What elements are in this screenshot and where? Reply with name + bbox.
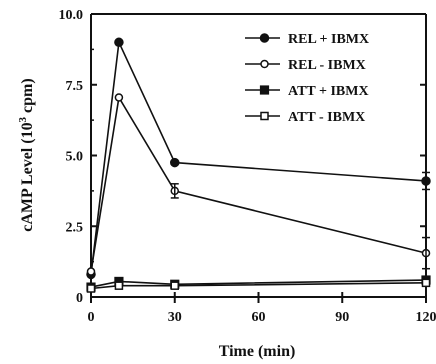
legend-label: REL - IBMX [288, 58, 366, 73]
series-3 [86, 278, 431, 293]
y-tick-label: 5.0 [66, 150, 84, 165]
data-point [114, 281, 124, 290]
legend-item: REL + IBMX [245, 32, 369, 47]
y-tick-label: 2.5 [66, 220, 84, 235]
legend-label: ATT - IBMX [288, 110, 365, 125]
x-tick-label: 90 [335, 310, 349, 325]
tick-labels: 0 2.5 5.0 7.5 10.0 0 30 60 90 120 [59, 8, 436, 325]
y-axis-label-superscript: 3 [17, 116, 29, 122]
series-line [90, 95, 427, 272]
tick-marks [90, 13, 427, 303]
legend-item: REL - IBMX [245, 58, 366, 73]
legend-label: ATT + IBMX [288, 84, 369, 99]
x-axis-label: Time (min) [219, 343, 296, 360]
legend-label: REL + IBMX [288, 32, 369, 47]
series-layer [86, 37, 431, 293]
axes [90, 13, 427, 298]
y-axis-label-suffix: cpm) [19, 78, 36, 117]
data-point [86, 267, 96, 276]
data-point [421, 278, 431, 288]
data-point [170, 281, 179, 290]
y-axis-label-main: cAMP Level (10 [19, 122, 36, 231]
data-point [86, 284, 96, 293]
legend-marker [260, 111, 269, 121]
x-tick-label: 0 [88, 310, 95, 325]
x-tick-label: 30 [168, 310, 182, 325]
legend: REL + IBMX REL - IBMX ATT + IBMX ATT - IBMX [245, 32, 369, 125]
series-1 [86, 93, 431, 276]
y-tick-label: 0 [76, 291, 83, 306]
data-point [114, 37, 124, 48]
series-0 [86, 37, 431, 280]
legend-marker [259, 33, 270, 43]
series-line [90, 282, 427, 290]
legend-marker [260, 59, 269, 69]
series-line [90, 279, 427, 288]
legend-item: ATT - IBMX [245, 110, 365, 125]
error-bars [170, 171, 430, 270]
y-tick-label: 7.5 [66, 79, 84, 94]
data-point [114, 93, 124, 102]
series-line [90, 39, 427, 275]
legend-marker [259, 85, 270, 95]
x-tick-label: 60 [252, 310, 266, 325]
y-axis-label: cAMP Level (103 cpm) [17, 78, 36, 231]
data-point [170, 157, 180, 168]
legend-item: ATT + IBMX [245, 84, 369, 99]
x-tick-label: 120 [416, 310, 436, 325]
y-tick-label: 10.0 [59, 8, 84, 23]
